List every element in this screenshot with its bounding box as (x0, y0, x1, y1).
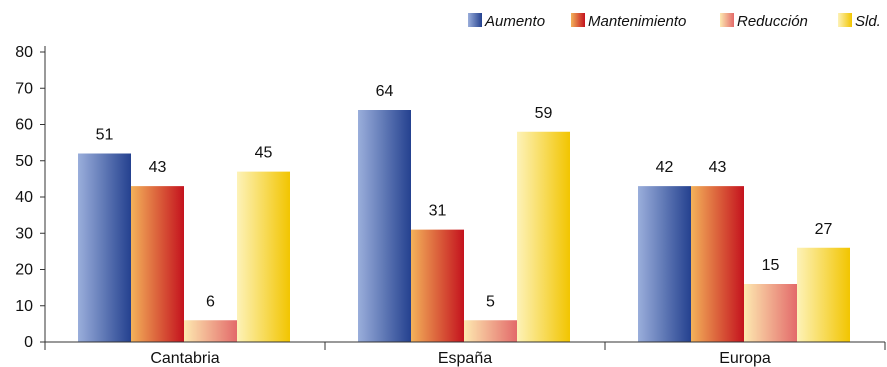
y-tick-label: 10 (15, 298, 33, 315)
bar-sld (797, 247, 850, 342)
y-tick-label: 80 (15, 44, 33, 61)
bar-data-label: 5 (486, 293, 495, 310)
y-axis: 0 10 20 30 40 50 60 70 80 (15, 44, 46, 351)
legend-label: Aumento (484, 13, 545, 30)
bar-reducci-n (744, 284, 797, 342)
y-tick-label: 50 (15, 153, 33, 170)
bar-data-label: 59 (535, 105, 553, 122)
bar-reducci-n (464, 320, 517, 342)
bar-data-label: 43 (709, 159, 727, 176)
y-tick-label: 20 (15, 262, 33, 279)
legend: Aumento Mantenimiento Reducción Sld. (468, 13, 881, 30)
y-tick-label: 0 (24, 334, 33, 351)
y-tick-label: 60 (15, 117, 33, 134)
legend-swatch (838, 13, 852, 27)
x-category-label: Europa (719, 350, 771, 367)
bar-data-label: 31 (429, 203, 447, 220)
bar-aumento (78, 153, 131, 342)
bar-reducci-n (184, 320, 237, 342)
legend-label: Reducción (737, 13, 808, 30)
legend-swatch (571, 13, 585, 27)
bar-sld (517, 131, 570, 342)
bar-data-label: 42 (656, 159, 674, 176)
legend-swatch (468, 13, 482, 27)
bar-data-label: 45 (255, 145, 273, 162)
bar-data-label: 43 (149, 159, 167, 176)
bars: 51 43 6 45 64 31 5 59 42 43 15 27 (78, 83, 850, 342)
x-category-label: España (438, 350, 492, 367)
bar-sld (237, 171, 290, 342)
bar-data-label: 15 (762, 257, 780, 274)
bar-aumento (358, 110, 411, 342)
bar-data-label: 51 (96, 127, 114, 144)
bar-data-label: 6 (206, 293, 215, 310)
bar-data-label: 27 (815, 221, 833, 238)
y-tick-label: 40 (15, 189, 33, 206)
y-tick-label: 70 (15, 80, 33, 97)
bar-aumento (638, 186, 691, 342)
x-category-label: Cantabria (150, 350, 219, 367)
bar-mantenimiento (411, 229, 464, 342)
y-tick-label: 30 (15, 225, 33, 242)
legend-label: Mantenimiento (588, 13, 686, 30)
bar-data-label: 64 (376, 83, 394, 100)
x-axis: Cantabria España Europa (44, 341, 886, 367)
legend-label: Sld. (855, 13, 881, 30)
bar-mantenimiento (691, 186, 744, 342)
bar-mantenimiento (131, 186, 184, 342)
legend-swatch (720, 13, 734, 27)
